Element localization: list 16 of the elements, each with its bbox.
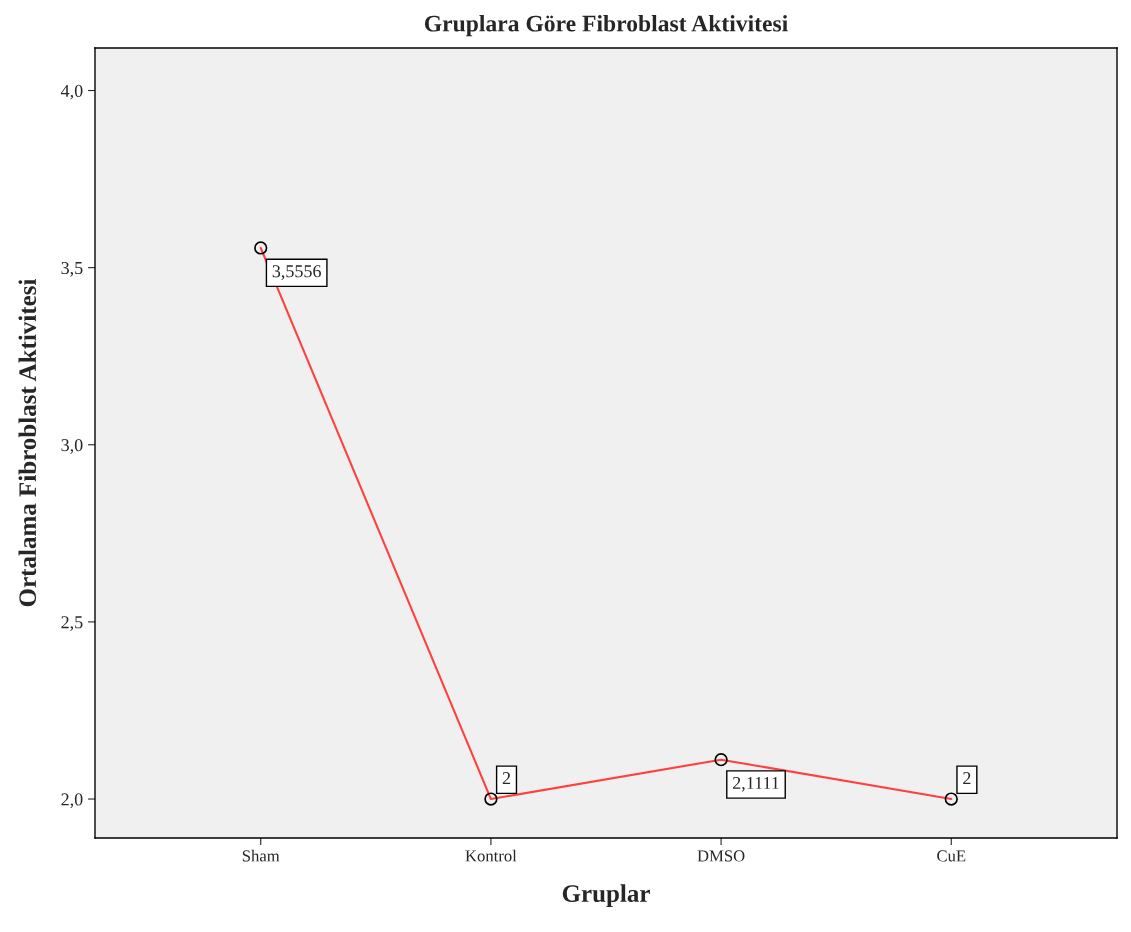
data-label: 3,5556	[272, 265, 321, 280]
y-axis-title: Ortalama Fibroblast Aktivitesi	[18, 279, 37, 607]
data-label: 2	[963, 772, 971, 785]
x-tick-label: DMSO	[697, 850, 745, 862]
x-axis-title: Gruplar	[562, 884, 650, 908]
x-tick-label: CuE	[937, 850, 966, 862]
y-tick-label: 4,0	[60, 84, 83, 100]
data-label: 2,1111	[732, 776, 779, 792]
y-tick-label: 2,0	[61, 793, 83, 809]
y-tick-label: 2,5	[61, 616, 83, 631]
chart-title: Gruplara Göre Fibroblast Aktivitesi	[424, 14, 788, 37]
x-tick-label: Kontrol	[465, 849, 517, 862]
y-tick-label: 3,5	[61, 261, 83, 277]
data-label: 2	[502, 772, 511, 785]
y-tick-label: 3,0	[61, 439, 83, 454]
x-tick-label: Sham	[242, 849, 280, 862]
